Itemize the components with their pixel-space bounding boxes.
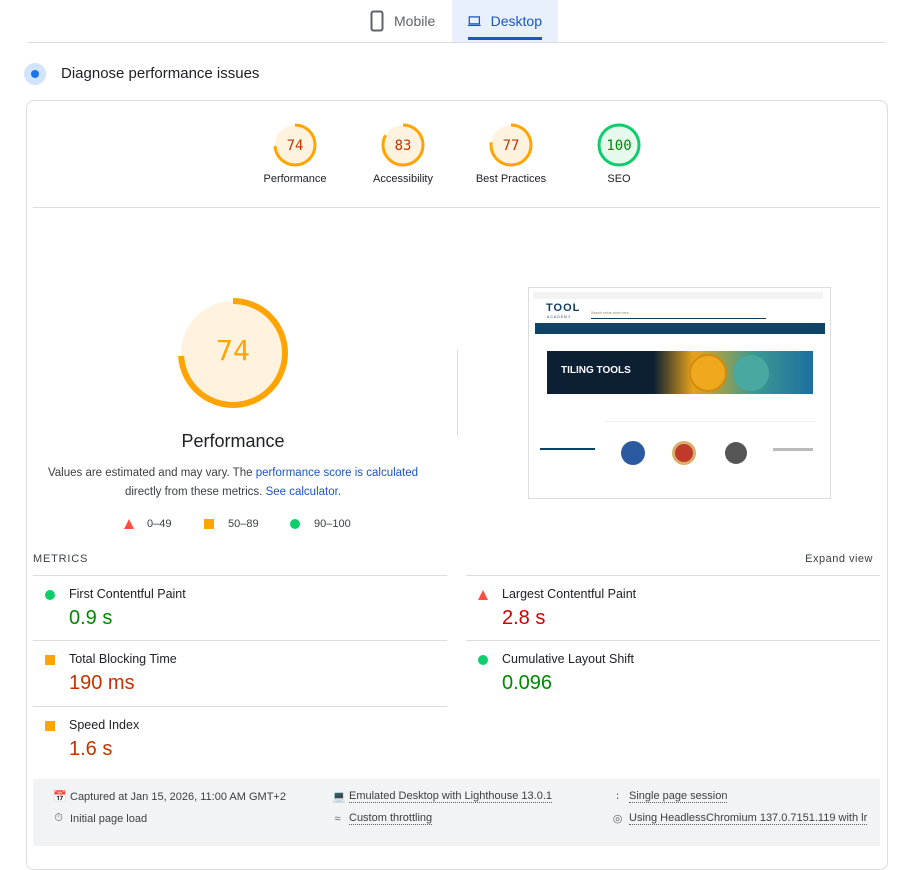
footer-text: Emulated Desktop with Lighthouse 13.0.1 xyxy=(349,790,553,803)
section-title: Diagnose performance issues xyxy=(61,65,260,82)
devices-icon: 💻 xyxy=(332,791,346,803)
score-legend: 0–49 50–89 90–100 xyxy=(124,518,364,532)
network-icon: ≈ xyxy=(334,812,341,825)
fail-triangle-icon xyxy=(124,519,134,529)
calendar-icon: 📅 xyxy=(53,791,67,803)
desc-text-1: Values are estimated and may vary. The xyxy=(47,467,256,479)
see-calculator-link[interactable]: See calculator. xyxy=(265,486,342,498)
screenshot-search: Search entire store here... xyxy=(591,308,766,319)
gauge-label: Best Practices xyxy=(475,173,547,185)
chrome-icon: ◎ xyxy=(612,813,623,825)
legend-fail: 0–49 xyxy=(147,518,172,530)
legend-average: 50–89 xyxy=(228,518,259,530)
average-square-icon xyxy=(45,721,55,731)
metric-value: 2.8 s xyxy=(502,607,546,629)
gauge-score: 77 xyxy=(503,138,520,154)
footer-text: Initial page load xyxy=(70,812,148,825)
screenshot-logo: TOOL xyxy=(546,302,581,314)
pass-circle-icon xyxy=(290,519,300,529)
average-square-icon xyxy=(45,655,55,665)
metric-label: First Contentful Paint xyxy=(69,587,186,601)
footer-text: Using HeadlessChromium 137.0.7151.119 wi… xyxy=(629,812,868,825)
metric-value: 1.6 s xyxy=(69,738,113,760)
gauge-score: 74 xyxy=(287,138,304,154)
metric-value: 190 ms xyxy=(69,672,135,694)
timer-icon: ⏱ xyxy=(54,812,63,824)
average-square-icon xyxy=(204,519,214,529)
gauge-best-practices[interactable]: 77 Best Practices xyxy=(461,122,561,185)
gauges-divider xyxy=(33,207,880,208)
gauge-score: 100 xyxy=(606,138,631,154)
footer-text: Captured at Jan 15, 2026, 11:00 AM GMT+2 xyxy=(70,790,286,803)
metric-speed-index: Speed Index 1.6 s xyxy=(33,706,447,771)
footer-item[interactable]: ∶ Single page session xyxy=(612,790,728,803)
pass-circle-icon xyxy=(478,655,488,665)
screenshot-banner: TILING TOOLS xyxy=(561,365,631,376)
page-screenshot[interactable]: TOOL ACADEMY Search entire store here...… xyxy=(528,287,831,499)
run-info-footer xyxy=(33,779,880,846)
phone-icon xyxy=(370,10,384,32)
gauge-arc xyxy=(178,298,288,408)
gauge-label: SEO xyxy=(607,173,631,185)
gauge-accessibility[interactable]: 83 Accessibility xyxy=(353,122,453,185)
score-description: Values are estimated and may vary. The p… xyxy=(33,464,433,502)
footer-item: ⏱ Initial page load xyxy=(53,812,147,825)
metric-label: Cumulative Layout Shift xyxy=(502,652,635,666)
vertical-divider xyxy=(457,350,458,436)
metrics-title: METRICS xyxy=(33,553,89,565)
diagnose-icon xyxy=(24,63,46,85)
session-icon: ∶ xyxy=(616,791,619,803)
gauge-bg xyxy=(181,301,285,405)
footer-text: Single page session xyxy=(629,790,728,803)
tabs-divider xyxy=(28,42,885,43)
gauge-score: 83 xyxy=(395,138,412,154)
performance-main-gauge: 74 xyxy=(176,296,290,415)
metric-largest-contentful-paint: Largest Contentful Paint 2.8 s xyxy=(466,575,880,640)
desc-text-2: directly from these metrics. xyxy=(124,486,266,498)
gauge-seo[interactable]: 100 SEO xyxy=(569,122,669,185)
tab-mobile[interactable]: Mobile xyxy=(354,0,451,42)
pass-circle-icon xyxy=(45,590,55,600)
footer-item: 📅 Captured at Jan 15, 2026, 11:00 AM GMT… xyxy=(53,790,286,804)
footer-text: Custom throttling xyxy=(349,812,433,825)
legend-pass: 90–100 xyxy=(314,518,351,530)
laptop-icon xyxy=(468,16,481,27)
tab-desktop-label: Desktop xyxy=(490,13,542,29)
footer-item[interactable]: ≈ Custom throttling xyxy=(332,812,433,825)
score-calc-link[interactable]: performance score is calculated xyxy=(255,467,419,479)
screenshot-logo-sub: ACADEMY xyxy=(547,315,572,319)
gauge-label: Performance xyxy=(263,173,327,185)
metric-first-contentful-paint: First Contentful Paint 0.9 s xyxy=(33,575,447,640)
expand-view-button[interactable]: Expand view xyxy=(805,553,873,565)
tab-desktop[interactable]: Desktop xyxy=(452,0,558,42)
metric-label: Speed Index xyxy=(69,718,140,732)
metric-cumulative-layout-shift: Cumulative Layout Shift 0.096 xyxy=(466,640,880,705)
metric-label: Total Blocking Time xyxy=(69,652,177,666)
main-gauge-label: Performance xyxy=(181,431,285,451)
footer-item[interactable]: ◎ Using HeadlessChromium 137.0.7151.119 … xyxy=(612,812,868,825)
gauge-label: Accessibility xyxy=(373,173,433,185)
footer-item[interactable]: 💻 Emulated Desktop with Lighthouse 13.0.… xyxy=(332,790,553,803)
tab-mobile-label: Mobile xyxy=(394,13,436,29)
metric-label: Largest Contentful Paint xyxy=(502,587,637,601)
metric-value: 0.096 xyxy=(502,672,553,694)
metric-total-blocking-time: Total Blocking Time 190 ms xyxy=(33,640,447,705)
gauge-performance[interactable]: 74 Performance xyxy=(245,122,345,185)
metric-value: 0.9 s xyxy=(69,607,113,629)
fail-triangle-icon xyxy=(478,590,488,600)
main-score: 74 xyxy=(216,334,250,367)
